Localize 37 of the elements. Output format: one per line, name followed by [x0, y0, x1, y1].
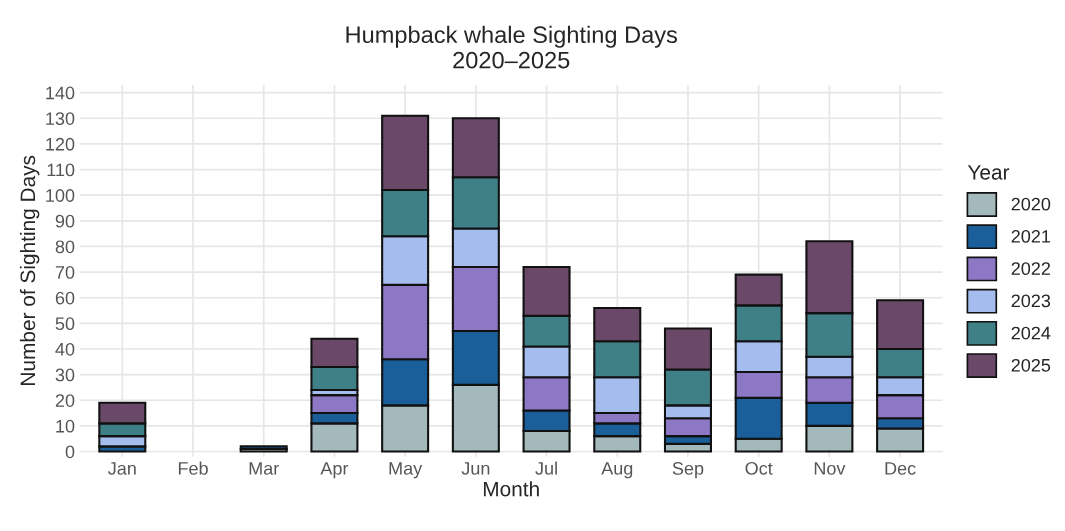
x-tick-label: Jan	[108, 462, 136, 475]
legend-label: 2024	[1011, 326, 1051, 340]
x-tick-label: Aug	[601, 462, 633, 479]
y-tick-label: 110	[47, 163, 75, 177]
x-tick-label: Feb	[178, 461, 208, 475]
legend-title: Year	[967, 165, 1010, 180]
y-tick-label: 40	[55, 342, 75, 356]
y-tick-label: 90	[55, 214, 75, 228]
legend-label: 2020	[1011, 197, 1051, 211]
x-tick-label: Jun	[461, 462, 490, 475]
y-tick-label: 80	[55, 240, 75, 254]
y-tick-label: 70	[55, 266, 75, 279]
x-tick-label: Sep	[672, 462, 704, 479]
y-tick-label: 10	[56, 419, 75, 433]
y-axis-title: Number of Sighting Days	[19, 155, 40, 385]
x-tick-label: Oct	[745, 462, 773, 475]
x-tick-label: Nov	[814, 462, 846, 475]
y-tick-label: 140	[46, 86, 75, 100]
x-tick-label: May	[389, 462, 423, 479]
y-tick-label: 100	[46, 189, 75, 202]
y-tick-label: 130	[46, 112, 75, 125]
x-tick-label: Mar	[249, 462, 279, 475]
y-tick-label: 30	[55, 368, 75, 382]
y-tick-label: 20	[55, 394, 75, 407]
x-tick-label: Dec	[885, 462, 916, 475]
legend-label: 2025	[1011, 358, 1051, 372]
chart-title: Humpback whale Sighting Days 2020–2025	[346, 25, 678, 69]
y-tick-label: 0	[65, 445, 75, 459]
y-tick-label: 60	[55, 291, 75, 305]
legend-label: 2023	[1011, 294, 1051, 308]
y-tick-label: 120	[46, 137, 75, 151]
y-tick-label: 50	[55, 317, 75, 331]
x-axis-title: Month	[483, 481, 539, 497]
x-tick-label: Apr	[320, 462, 349, 479]
legend-label: 2022	[1011, 262, 1050, 276]
x-tick-label: Jul	[535, 461, 557, 475]
legend-label: 2021	[1011, 230, 1051, 243]
